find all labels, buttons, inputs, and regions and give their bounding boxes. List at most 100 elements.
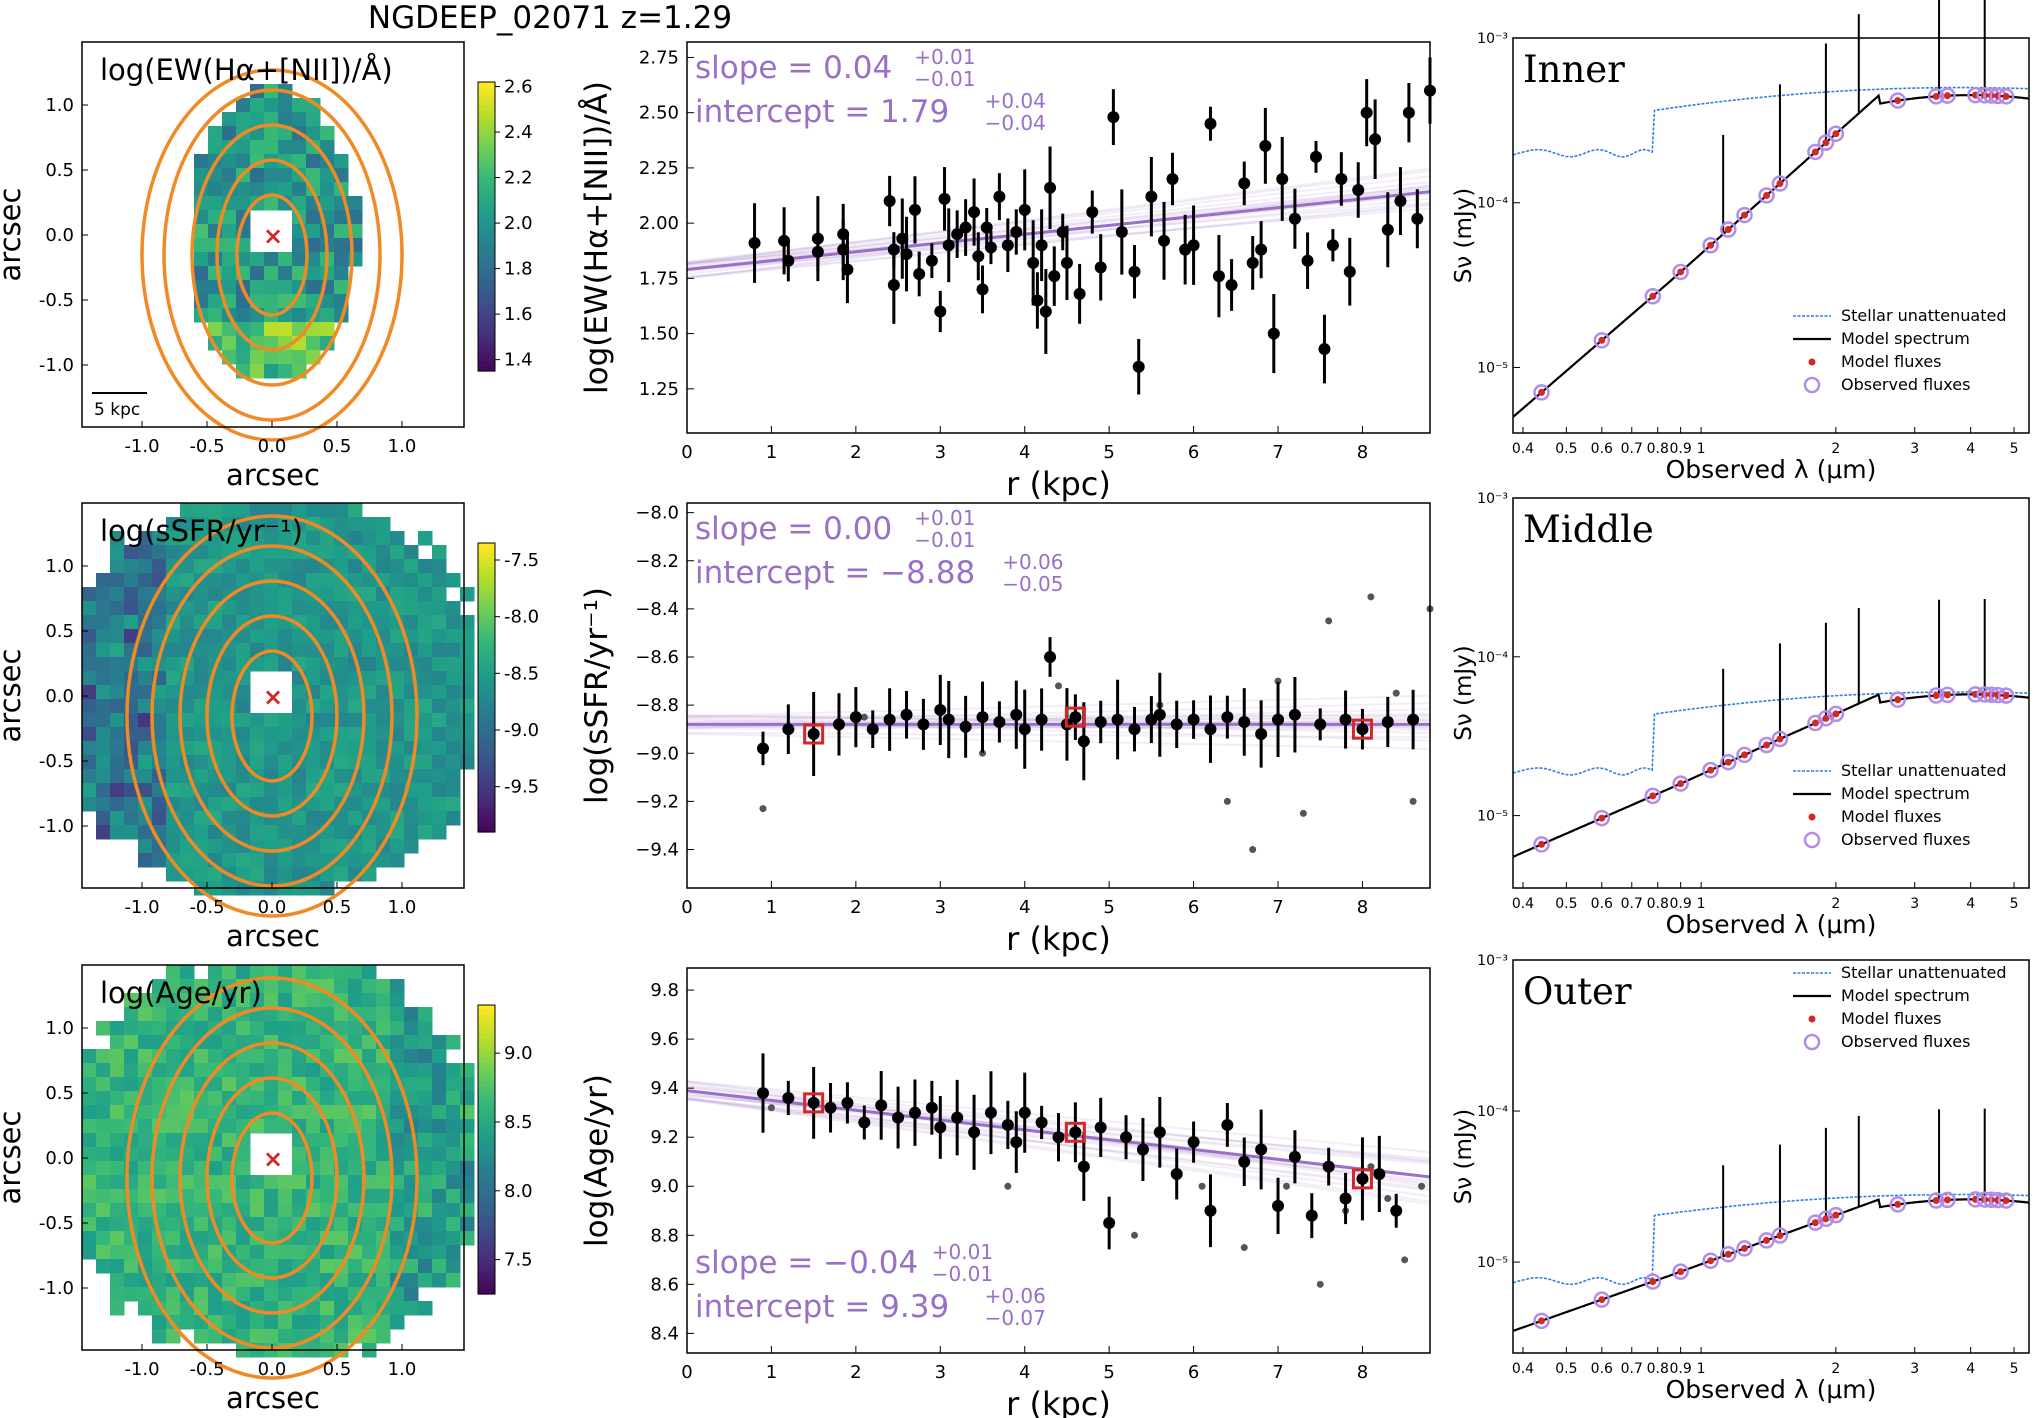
map-pixel	[236, 140, 251, 155]
map-pixel	[180, 1035, 195, 1050]
highlight-marker	[803, 723, 825, 745]
map-pixel	[194, 531, 209, 546]
colorbar-segment	[478, 1245, 495, 1252]
fit-sample	[686, 725, 1431, 729]
y-tick-label: −8.6	[635, 647, 679, 668]
grey-point	[1055, 682, 1062, 690]
map-pixel	[264, 1049, 279, 1064]
map-pixel	[152, 1175, 167, 1190]
map-pixel	[432, 1161, 447, 1176]
stellar-unattenuated-line	[1512, 691, 2028, 776]
data-point	[1158, 234, 1171, 247]
data-point	[1314, 718, 1327, 731]
map-pixel	[306, 238, 321, 253]
x-tick-label: 0	[681, 1362, 692, 1383]
model-flux	[1932, 692, 1940, 700]
colorbar-segment	[478, 101, 495, 107]
data-point	[1310, 150, 1323, 163]
map-pixel	[306, 839, 321, 854]
map-pixel	[208, 1259, 223, 1274]
map-pixel	[376, 979, 391, 994]
map-pixel	[208, 1245, 223, 1260]
x-tick-label: 8	[1357, 442, 1368, 463]
map-pixel	[138, 755, 153, 770]
map-pixel	[138, 1217, 153, 1232]
map-pixel	[180, 993, 195, 1008]
map-pixel	[306, 210, 321, 225]
colorbar-segment	[478, 207, 495, 213]
map-pixel	[96, 629, 111, 644]
colorbar-segment	[478, 139, 495, 146]
map-pixel	[460, 657, 475, 672]
map-pixel	[250, 1175, 265, 1190]
colorbar-segment	[478, 356, 495, 362]
contour-line	[230, 1111, 314, 1245]
map-pixel	[362, 685, 377, 700]
data-point	[976, 711, 989, 724]
map-pixel	[166, 545, 181, 560]
map-pixel	[334, 1273, 349, 1288]
map-pixel	[390, 1315, 405, 1330]
map-pixel	[194, 1161, 209, 1176]
map-pixel	[138, 685, 153, 700]
map-pixel	[264, 853, 279, 868]
colorbar-segment	[478, 779, 495, 785]
map-pixel	[152, 1021, 167, 1036]
data-point	[1288, 1150, 1301, 1163]
map-pixel	[222, 1259, 237, 1274]
map-pixel	[166, 741, 181, 756]
map-pixel	[110, 587, 125, 602]
map-pixel	[264, 713, 279, 728]
x-tick-label: 0.5	[1555, 441, 1577, 457]
map-pixel	[390, 587, 405, 602]
map-pixel	[292, 1161, 307, 1176]
map-pixel	[320, 294, 335, 309]
colorbar-segment	[478, 1110, 495, 1117]
y-tick-label: 9.4	[650, 1078, 679, 1099]
map-pixel	[404, 1287, 419, 1302]
data-point	[980, 221, 993, 234]
map-pixel	[418, 1245, 433, 1260]
contour-line	[178, 1041, 366, 1315]
map-pixel	[138, 1301, 153, 1316]
model-flux	[1811, 148, 1819, 156]
map-pixel	[152, 713, 167, 728]
map-pixel	[180, 1259, 195, 1274]
map-pixel	[348, 573, 363, 588]
map-pixel	[278, 112, 293, 127]
map-pixel	[334, 252, 349, 267]
x-tick-label: 1	[1697, 441, 1706, 457]
map-pixel	[110, 1035, 125, 1050]
map-pixel	[376, 1175, 391, 1190]
colorbar-segment	[478, 361, 495, 367]
colorbar-segment	[478, 610, 495, 616]
data-point	[1246, 256, 1259, 269]
map-pixel	[432, 601, 447, 616]
map-pixel	[362, 1315, 377, 1330]
model-flux	[1538, 1317, 1546, 1325]
data-point	[1255, 243, 1268, 256]
map-pixel	[334, 979, 349, 994]
y-tick-label: 0.5	[45, 160, 74, 181]
map-pixel	[82, 741, 97, 756]
observed-flux	[1927, 687, 1945, 704]
map-pixel	[96, 1021, 111, 1036]
data-point	[1153, 708, 1166, 721]
map-pixel	[110, 755, 125, 770]
map-pixel	[376, 559, 391, 574]
map-pixel	[404, 1273, 419, 1288]
map-pixel	[264, 1245, 279, 1260]
map-pixel	[432, 1203, 447, 1218]
model-flux	[1763, 1236, 1771, 1244]
colorbar-segment	[478, 629, 495, 636]
map-pixel	[446, 1217, 461, 1232]
map-pixel	[96, 699, 111, 714]
map-pixel	[222, 1273, 237, 1288]
map-pixel	[432, 1119, 447, 1134]
map-pixel	[348, 699, 363, 714]
contour-line	[205, 614, 339, 818]
map-pixel	[250, 1287, 265, 1302]
colorbar-segment	[478, 187, 495, 194]
map-pixel	[292, 699, 307, 714]
y-tick-label: 10⁻⁴	[1477, 196, 1508, 212]
